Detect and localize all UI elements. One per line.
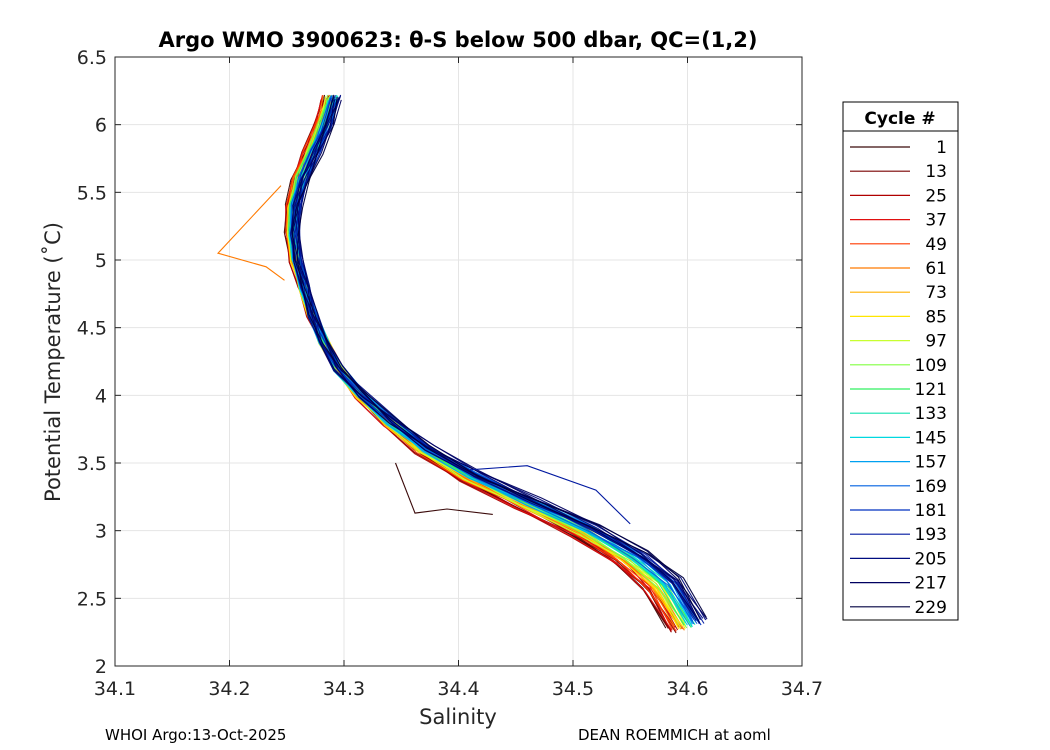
y-axis-label: Potential Temperature (˚C): [41, 222, 65, 502]
chart-title: Argo WMO 3900623: θ-S below 500 dbar, QC…: [159, 28, 758, 52]
x-tick-label: 34.5: [552, 678, 594, 700]
profile-excursion: [469, 465, 631, 525]
profiles: [216, 94, 708, 634]
y-tick-label: 5: [95, 250, 107, 272]
legend-label: 121: [915, 380, 947, 400]
legend-label: 73: [925, 283, 947, 303]
y-tick-label: 4.5: [77, 318, 107, 340]
y-tick-label: 2: [95, 656, 107, 678]
legend-label: 193: [915, 525, 947, 545]
legend-label: 181: [915, 501, 947, 521]
x-tick-label: 34.6: [666, 678, 708, 700]
axis-ticks: 34.1 34.2 34.3 34.4 34.5 34.6 34.7 2 2.5 3 3.5 4 4.5…: [77, 47, 823, 700]
profile-line: [291, 96, 701, 620]
legend-label: 37: [925, 211, 947, 231]
y-tick-label: 5.5: [77, 182, 107, 204]
legend-label: 157: [915, 453, 947, 473]
legend-label: 145: [915, 428, 947, 448]
profile-line: [296, 94, 707, 618]
legend-label: 205: [915, 549, 947, 569]
profile-line: [292, 95, 699, 621]
legend-label: 49: [925, 235, 947, 255]
legend-title: Cycle #: [864, 109, 935, 129]
profile-excursion: [394, 462, 493, 515]
x-tick-label: 34.3: [323, 678, 365, 700]
legend-label: 1: [936, 138, 947, 158]
footer-right: DEAN ROEMMICH at aoml: [578, 726, 771, 744]
x-tick-label: 34.2: [208, 678, 250, 700]
y-tick-label: 3.5: [77, 453, 107, 475]
legend-label: 109: [915, 356, 947, 376]
legend-label: 217: [915, 574, 947, 594]
x-tick-label: 34.7: [781, 678, 823, 700]
footer-left: WHOI Argo:13-Oct-2025: [105, 726, 287, 744]
legend-entries: 1 13 25 37 49 61 73 85 97 109 121 133 145 157 169 181 19…: [850, 138, 947, 618]
x-tick-label: 34.4: [437, 678, 479, 700]
x-axis-label: Salinity: [419, 705, 497, 729]
profile-line: [290, 97, 697, 621]
x-tick-label: 34.1: [94, 678, 136, 700]
y-tick-label: 4: [95, 385, 107, 407]
legend-label: 133: [915, 404, 947, 424]
legend-label: 97: [925, 332, 947, 352]
legend-label: 169: [915, 477, 947, 497]
legend-label: 25: [925, 186, 947, 206]
y-tick-label: 3: [95, 521, 107, 543]
legend-label: 85: [925, 307, 947, 327]
profile-excursion: [216, 185, 285, 281]
legend: Cycle # 1 13 25 37 49 61 73 85 97 109 121 133 145 157…: [842, 101, 959, 621]
y-tick-label: 2.5: [77, 588, 107, 610]
legend-label: 61: [925, 259, 947, 279]
legend-label: 229: [915, 598, 947, 618]
y-tick-label: 6: [95, 115, 107, 137]
y-tick-label: 6.5: [77, 47, 107, 69]
legend-label: 13: [925, 162, 947, 182]
